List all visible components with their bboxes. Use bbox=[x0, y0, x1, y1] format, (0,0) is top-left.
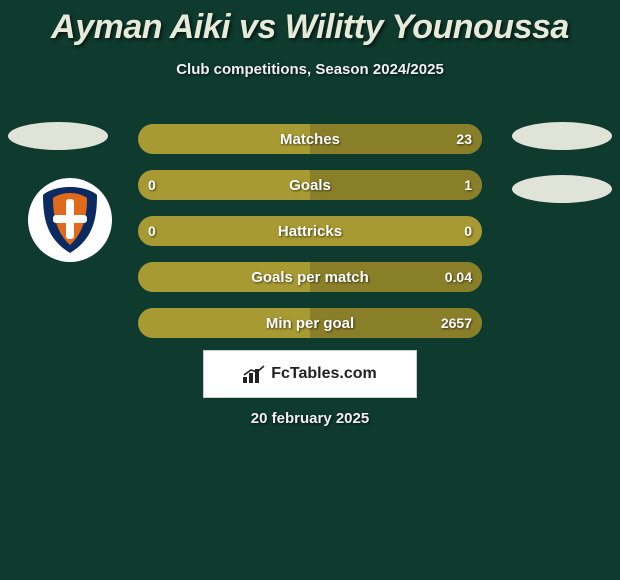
stats-container: Matches 23 0 Goals 1 0 Hattricks 0 Goals per mat… bbox=[138, 124, 482, 354]
player-left-placeholder bbox=[8, 122, 108, 150]
brand-label: FcTables.com bbox=[271, 365, 377, 383]
stat-value-right: 1 bbox=[464, 177, 472, 193]
stat-label: Matches bbox=[280, 131, 340, 148]
stat-label: Min per goal bbox=[266, 315, 354, 332]
stat-row: Goals per match 0.04 bbox=[138, 262, 482, 292]
stat-value-right: 0 bbox=[464, 223, 472, 239]
stat-row: Matches 23 bbox=[138, 124, 482, 154]
stat-fill-right bbox=[310, 170, 482, 200]
stat-label: Goals per match bbox=[251, 269, 369, 286]
stat-label: Goals bbox=[289, 177, 331, 194]
stat-row: Min per goal 2657 bbox=[138, 308, 482, 338]
stat-value-right: 23 bbox=[456, 131, 472, 147]
date-label: 20 february 2025 bbox=[0, 410, 620, 427]
bar-chart-icon bbox=[243, 365, 265, 383]
stat-row: 0 Goals 1 bbox=[138, 170, 482, 200]
player-right-placeholder-2 bbox=[512, 175, 612, 203]
club-badge bbox=[28, 178, 112, 262]
page-title: Ayman Aiki vs Wilitty Younoussa bbox=[0, 0, 620, 47]
player-right-placeholder-1 bbox=[512, 122, 612, 150]
stat-value-left: 0 bbox=[148, 177, 156, 193]
stat-value-right: 2657 bbox=[441, 315, 472, 331]
brand-box[interactable]: FcTables.com bbox=[203, 350, 417, 398]
stat-value-left: 0 bbox=[148, 223, 156, 239]
subtitle: Club competitions, Season 2024/2025 bbox=[0, 61, 620, 78]
club-badge-icon bbox=[39, 185, 101, 255]
stat-value-right: 0.04 bbox=[445, 269, 472, 285]
stat-row: 0 Hattricks 0 bbox=[138, 216, 482, 246]
stat-label: Hattricks bbox=[278, 223, 342, 240]
